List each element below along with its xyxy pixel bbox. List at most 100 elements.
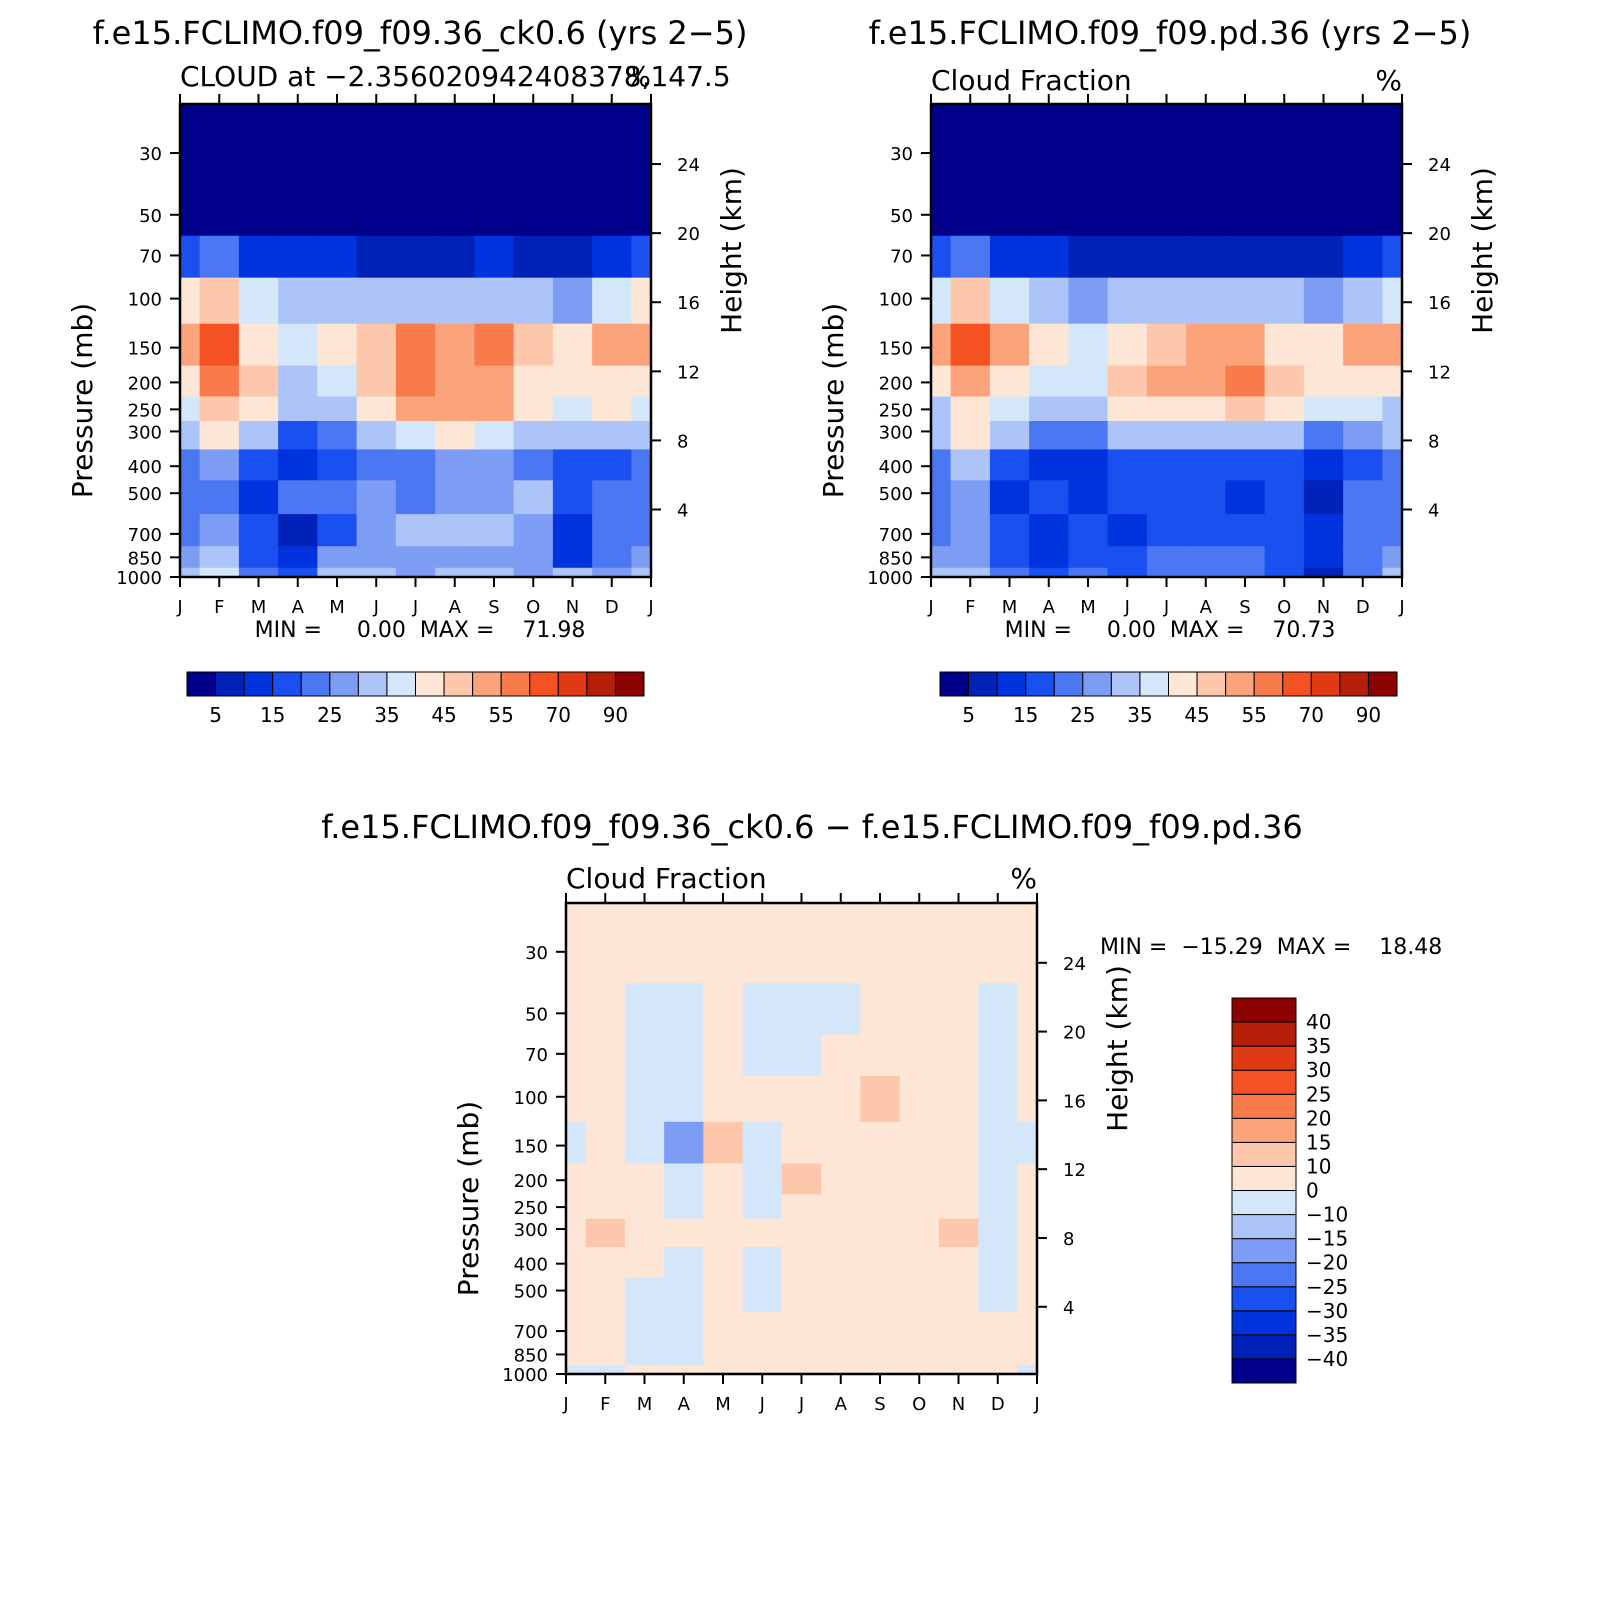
contour-cell: [1186, 448, 1226, 481]
contour-cell: [395, 545, 436, 568]
contour-cell: [742, 1121, 783, 1164]
contour-cell: [664, 1277, 704, 1312]
contour-cell: [978, 1364, 1018, 1375]
contour-cell: [199, 104, 240, 185]
contour-cell: [199, 513, 240, 547]
contour-cell: [199, 567, 240, 578]
contour-cell: [821, 1310, 861, 1344]
contour-cell: [585, 982, 626, 1035]
contour-cell: [1146, 545, 1187, 568]
contour-cell: [624, 982, 665, 1035]
contour-cell: [978, 1193, 1018, 1219]
contour-cell: [317, 235, 358, 278]
contour-cell: [356, 365, 397, 397]
contour-cell: [395, 448, 436, 481]
colorbar-label: 15: [1306, 1130, 1331, 1154]
y-tick-label: 400: [514, 1255, 548, 1276]
contour-cell: [1303, 395, 1344, 422]
contour-cell: [1068, 365, 1109, 397]
contour-cell: [592, 183, 632, 236]
colorbar-swatch: [415, 671, 445, 697]
y-right-tick-label: 4: [1428, 501, 1439, 522]
min-max-label: MIN = 0.00 MAX = 71.98: [255, 618, 586, 643]
contour-cell: [585, 903, 626, 984]
contour-cell: [1382, 567, 1403, 578]
contour-cell: [978, 1075, 1018, 1122]
contour-cell: [592, 365, 632, 397]
contour-cell: [1107, 235, 1148, 278]
contour-cell: [1264, 235, 1305, 278]
contour-cell: [1186, 567, 1226, 578]
contour-cell: [474, 567, 515, 578]
contour-cell: [1264, 448, 1305, 481]
contour-cell: [278, 395, 318, 422]
contour-cell: [585, 1246, 626, 1278]
contour-cell: [1029, 545, 1069, 568]
contour-cell: [1225, 323, 1266, 366]
contour-cell: [899, 1218, 940, 1247]
contour-cell: [1225, 513, 1266, 547]
contour-cell: [1029, 365, 1069, 397]
colorbar-swatch: [1231, 1358, 1297, 1384]
colorbar-label: 0: [1306, 1179, 1319, 1203]
contour-cell: [1017, 1075, 1038, 1122]
contour-cell: [238, 513, 279, 547]
contour-cell: [1303, 104, 1344, 185]
contour-cell: [356, 479, 397, 515]
colorbar-swatch: [1282, 671, 1312, 697]
contour-cell: [1186, 545, 1226, 568]
x-tick-label: S: [1239, 597, 1250, 618]
contour-cell: [1225, 235, 1266, 278]
y-tick-label: 100: [514, 1088, 548, 1109]
colorbar-swatch: [1231, 1262, 1297, 1288]
contour-cell: [238, 235, 279, 278]
x-tick-label: A: [1043, 597, 1056, 618]
contour-cell: [631, 479, 652, 515]
contour-cell: [978, 1218, 1018, 1247]
y-tick-label: 150: [514, 1137, 548, 1158]
contour-cell: [624, 1342, 665, 1365]
colorbar-label: 25: [317, 703, 342, 727]
colorbar-swatch: [500, 671, 531, 697]
contour-cell: [566, 982, 587, 1035]
contour-cell: [180, 567, 201, 578]
contour-cell: [1303, 183, 1344, 236]
contour-cell: [899, 1162, 940, 1195]
contour-cell: [180, 183, 201, 236]
contour-cell: [474, 479, 515, 515]
contour-cell: [703, 982, 744, 1035]
contour-cell: [1068, 235, 1109, 278]
units-label: %: [1010, 862, 1037, 895]
contour-cell: [631, 395, 652, 422]
x-tick-label: J: [1163, 597, 1169, 618]
contour-cell: [1107, 513, 1148, 547]
x-tick-label: J: [647, 597, 653, 618]
contour-cell: [278, 323, 318, 366]
contour-cell: [860, 1193, 901, 1219]
contour-cell: [474, 448, 515, 481]
contour-cell: [821, 903, 861, 984]
x-tick-label: M: [251, 597, 267, 618]
x-tick-label: F: [965, 597, 975, 618]
contour-cell: [624, 903, 665, 984]
x-tick-label: A: [292, 597, 305, 618]
contour-cell: [513, 395, 554, 422]
contour-cell: [1264, 323, 1305, 366]
colorbar-label: 70: [546, 703, 571, 727]
colorbar-swatch: [1231, 1334, 1297, 1360]
colorbar-swatch: [1231, 1165, 1297, 1191]
contour-cell: [317, 448, 358, 481]
contour-cell: [585, 1193, 626, 1219]
contour-cell: [1068, 420, 1109, 450]
contour-cell: [1017, 1364, 1038, 1375]
contour-cell: [356, 420, 397, 450]
contour-cell: [1146, 104, 1187, 185]
contour-cell: [317, 365, 358, 397]
contour-cell: [1264, 479, 1305, 515]
x-tick-label: A: [1200, 597, 1213, 618]
contour-cell: [513, 365, 554, 397]
y-right-tick-label: 12: [1428, 362, 1451, 383]
